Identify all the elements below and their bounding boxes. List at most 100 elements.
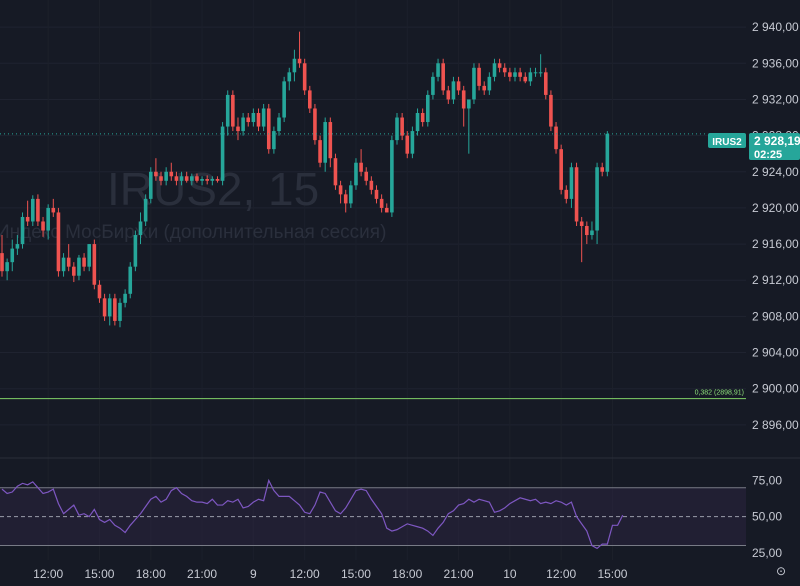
candle-body xyxy=(595,167,599,231)
price-tag-price: 2 928,19 xyxy=(754,134,800,148)
candle-body xyxy=(451,81,456,100)
candle-body xyxy=(41,221,45,231)
candle-body xyxy=(349,185,353,204)
candle-body xyxy=(436,63,440,77)
price-tick-label: 2 900,00 xyxy=(752,382,799,396)
candles[interactable] xyxy=(0,31,610,328)
candle-body xyxy=(179,176,184,181)
time-tick-label: 9 xyxy=(250,567,257,581)
candle-body xyxy=(364,171,369,181)
candle-body xyxy=(66,257,71,267)
candle-body xyxy=(72,266,76,276)
candle-body xyxy=(266,108,271,150)
time-tick-label: 10 xyxy=(503,567,517,581)
rsi-tick-label: 25,00 xyxy=(752,546,782,560)
candle-body xyxy=(554,126,558,150)
candle-body xyxy=(472,67,476,100)
time-tick-label: 21:00 xyxy=(444,567,474,581)
candle-body xyxy=(461,90,466,109)
candle-body xyxy=(410,131,415,154)
time-tick-label: 12:00 xyxy=(546,567,576,581)
candle-body xyxy=(205,178,209,181)
watermark-description: Индекс МосБиржи (дополнительная сессия) xyxy=(0,222,386,243)
candle-body xyxy=(420,113,425,123)
candle-body xyxy=(133,235,138,267)
price-tick-label: 2 908,00 xyxy=(752,309,799,323)
candle-body xyxy=(369,180,374,190)
candle-body xyxy=(154,171,158,177)
candle-body xyxy=(15,244,20,249)
candle-body xyxy=(159,176,163,181)
candle-body xyxy=(210,178,215,181)
candle-body xyxy=(220,126,225,181)
time-tick-label: 21:00 xyxy=(187,567,217,581)
price-tag-countdown: 02:25 xyxy=(754,149,782,161)
candle-body xyxy=(56,212,61,272)
candle-body xyxy=(297,58,302,64)
candle-body xyxy=(200,178,204,181)
price-tick-label: 2 924,00 xyxy=(752,165,799,179)
candle-body xyxy=(579,221,584,226)
rsi-pane[interactable] xyxy=(0,478,746,550)
candle-body xyxy=(61,257,66,272)
candle-body xyxy=(328,122,333,159)
price-tick-label: 2 896,00 xyxy=(752,418,799,432)
candle-body xyxy=(528,72,533,82)
candle-body xyxy=(431,76,435,95)
candle-body xyxy=(359,162,363,172)
candle-body xyxy=(128,266,133,294)
candle-body xyxy=(441,63,445,91)
candle-body xyxy=(5,262,9,272)
time-tick-label: 15:00 xyxy=(84,567,114,581)
time-tick-label: 12:00 xyxy=(33,567,63,581)
time-tick-label: 15:00 xyxy=(341,567,371,581)
candle-body xyxy=(574,167,579,222)
candle-body xyxy=(30,198,35,222)
candle-body xyxy=(10,248,15,263)
candle-body xyxy=(195,176,199,181)
candle-body xyxy=(0,253,4,272)
candle-body xyxy=(123,293,127,303)
rsi-tick-label: 50,00 xyxy=(752,510,782,524)
candle-body xyxy=(282,81,286,118)
candle-body xyxy=(569,167,574,199)
time-tick-label: 15:00 xyxy=(597,567,627,581)
price-axis[interactable]: 2 940,002 936,002 932,002 928,002 924,00… xyxy=(752,20,799,432)
candle-body xyxy=(318,140,322,163)
candle-body xyxy=(302,63,307,91)
candle-body xyxy=(492,63,497,77)
price-tick-label: 2 936,00 xyxy=(752,56,799,70)
candle-body xyxy=(20,216,25,245)
candle-body xyxy=(415,113,420,132)
candle-body xyxy=(87,244,92,267)
fib-level-label: 0,382 (2898,91) xyxy=(695,390,744,397)
price-tag-price-box xyxy=(749,133,800,160)
price-tick-label: 2 920,00 xyxy=(752,201,799,215)
candle-body xyxy=(549,94,553,127)
candle-body xyxy=(379,198,384,208)
candle-body xyxy=(497,63,502,68)
candle-body xyxy=(323,122,327,163)
reset-scale-icon[interactable]: ⊙ xyxy=(776,564,786,578)
candle-body xyxy=(354,162,358,186)
price-tag: IRUS2 2 928,19 02:25 xyxy=(708,133,800,161)
candle-body xyxy=(236,126,240,132)
candle-body xyxy=(164,171,168,181)
candle-body xyxy=(256,113,261,127)
candle-body xyxy=(261,108,266,127)
price-tick-label: 2 912,00 xyxy=(752,273,799,287)
price-grid xyxy=(0,26,746,426)
candle-body xyxy=(313,108,317,141)
rsi-axis[interactable]: 75,00 50,00 25,00 xyxy=(752,473,782,559)
candle-body xyxy=(395,117,399,141)
candle-body xyxy=(585,226,589,236)
candle-body xyxy=(118,302,122,321)
candle-body xyxy=(184,176,189,181)
price-tag-symbol-box xyxy=(708,133,746,148)
time-axis[interactable]: 12:00 15:00 18:00 21:00 9 12:00 15:00 18:00 21:0… xyxy=(33,567,628,581)
candle-body xyxy=(138,221,143,236)
candle-body xyxy=(456,81,461,91)
candle-body xyxy=(231,94,235,127)
candle-body xyxy=(384,207,389,213)
